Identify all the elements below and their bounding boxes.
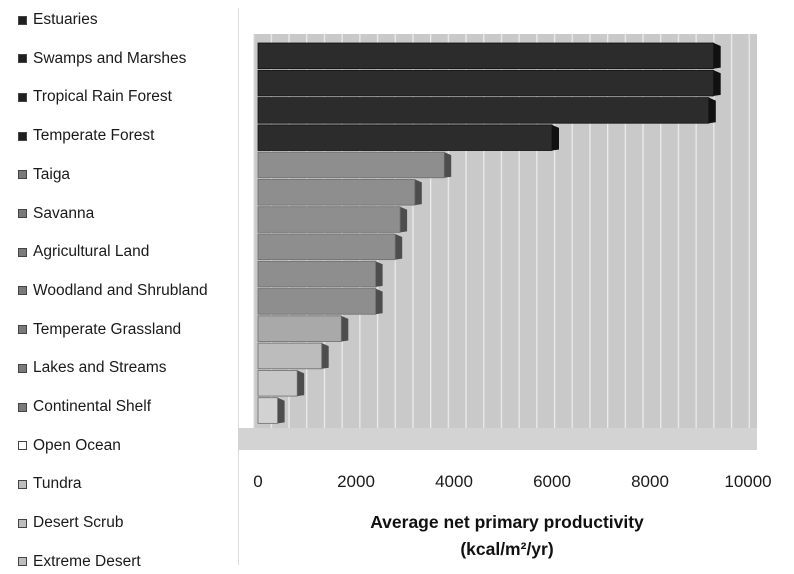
legend-item: Lakes and Streams: [18, 356, 167, 380]
x-tick-label: 2000: [337, 472, 375, 491]
x-tick-label: 8000: [631, 472, 669, 491]
legend-item: Desert Scrub: [18, 511, 123, 535]
bar-face: [257, 397, 279, 424]
legend-label: Tundra: [33, 475, 82, 493]
bar-side: [713, 70, 721, 96]
legend-swatch: [18, 54, 27, 64]
legend-item: Temperate Grassland: [18, 318, 181, 342]
legend-item: Tropical Rain Forest: [18, 85, 172, 109]
legend-swatch: [18, 92, 27, 102]
x-axis-title: Average net primary productivity: [370, 512, 644, 532]
legend-label: Estuaries: [33, 11, 98, 28]
x-tick-label: 10000: [724, 472, 771, 491]
legend-item: Temperate Forest: [18, 124, 154, 148]
bar: [257, 315, 349, 342]
legend-label: Desert Scrub: [33, 514, 124, 532]
plot-floor: [238, 428, 757, 450]
bar-face: [257, 370, 298, 397]
legend-item: Savanna: [18, 202, 94, 226]
bar: [257, 42, 721, 70]
bar-face: [257, 342, 323, 370]
x-axis-unit: (kcal/m²/yr): [460, 539, 553, 559]
bar-face: [257, 151, 445, 179]
bar-face: [257, 97, 710, 124]
legend-label: Woodland and Shrubland: [33, 281, 208, 299]
legend-label: Lakes and Streams: [33, 359, 167, 377]
bar-side: [414, 179, 422, 206]
legend-swatch: [18, 170, 27, 180]
legend-swatch: [18, 363, 27, 373]
bar: [257, 97, 716, 124]
bar: [257, 370, 305, 397]
bar-face: [257, 233, 396, 261]
legend-divider: [238, 8, 239, 565]
legend-swatch: [18, 15, 27, 25]
x-tick-label: 4000: [435, 472, 473, 491]
legend-item: Continental Shelf: [18, 395, 151, 419]
bar: [257, 342, 329, 370]
legend-label: Temperate Grassland: [33, 320, 182, 338]
bar-side: [375, 288, 383, 315]
bar-face: [257, 124, 553, 151]
bar-side: [444, 152, 452, 178]
bar-side: [297, 370, 305, 397]
bar-side: [277, 397, 285, 424]
legend-label: Tropical Rain Forest: [33, 88, 172, 106]
legend-label: Swamps and Marshes: [33, 49, 187, 67]
legend-swatch: [18, 209, 27, 218]
bar-side: [708, 97, 716, 124]
bar: [257, 260, 383, 288]
bar-face: [257, 206, 401, 233]
legend-swatch: [18, 131, 27, 141]
bar-side: [713, 43, 721, 69]
bar-face: [257, 288, 376, 315]
legend-item: Open Ocean: [18, 434, 121, 458]
legend-item: Agricultural Land: [18, 240, 149, 264]
legend-label: Taiga: [33, 165, 71, 183]
bar-face: [257, 69, 715, 97]
bar-side: [321, 343, 329, 369]
bar: [257, 397, 285, 424]
chart-legend: Estuaries Swamps and Marshes Tropical Rain…: [0, 0, 238, 570]
x-tick-label: 6000: [533, 472, 571, 491]
legend-label: Continental Shelf: [33, 398, 152, 415]
legend-item: Tundra: [18, 472, 82, 496]
bar: [257, 151, 452, 179]
legend-swatch: [18, 441, 27, 451]
bar: [257, 179, 422, 206]
legend-swatch: [18, 518, 27, 528]
bar-side: [375, 261, 383, 287]
bar: [257, 206, 408, 233]
bar-side: [395, 234, 403, 260]
bar-side: [552, 124, 559, 151]
bar: [257, 124, 559, 151]
legend-label: Temperate Forest: [33, 127, 155, 145]
x-tick-label: 0: [253, 472, 262, 491]
bar: [257, 233, 403, 261]
legend-swatch: [18, 325, 27, 335]
legend-swatch: [18, 286, 27, 296]
legend-swatch: [18, 479, 27, 489]
legend-swatch: [18, 247, 27, 257]
legend-label: Agricultural Land: [33, 243, 150, 261]
bar-side: [341, 315, 349, 342]
bar: [257, 288, 383, 315]
bar-face: [257, 315, 342, 342]
legend-item: Taiga: [18, 163, 70, 187]
legend-label: Savanna: [33, 204, 95, 222]
legend-item: Swamps and Marshes: [18, 47, 186, 71]
legend-item: Estuaries: [18, 8, 98, 32]
legend-swatch: [18, 402, 27, 412]
legend-item: Woodland and Shrubland: [18, 279, 208, 303]
bar-side: [400, 206, 408, 233]
legend-label: Open Ocean: [33, 436, 121, 454]
bar: [257, 69, 721, 97]
bar-face: [257, 260, 376, 288]
bar-face: [257, 42, 715, 70]
bar-face: [257, 179, 416, 206]
